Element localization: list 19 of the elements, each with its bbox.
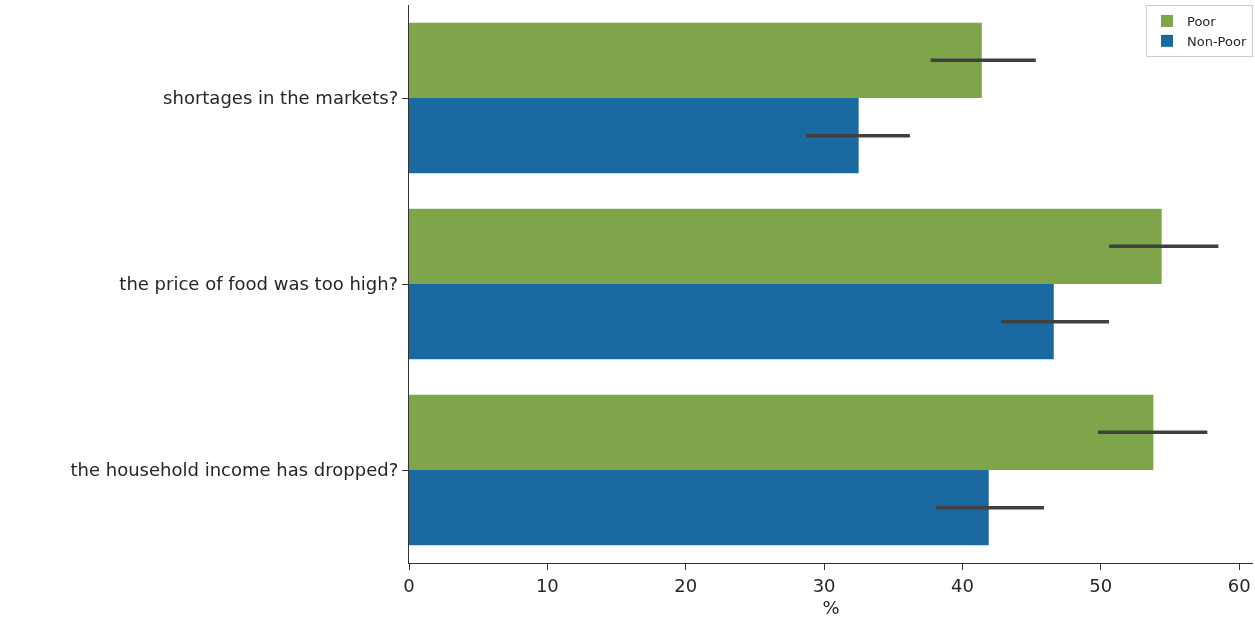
x-tick-label: 10 [535, 574, 559, 596]
x-tick-label: 0 [403, 574, 415, 596]
bar [409, 470, 989, 546]
legend-label: Poor [1187, 14, 1217, 30]
bar [409, 22, 982, 98]
x-tick-label: 30 [812, 574, 836, 596]
x-axis-title: % [822, 596, 840, 618]
y-tick-label: shortages in the markets? [163, 87, 399, 109]
x-tick-label: 60 [1227, 574, 1251, 596]
x-tick-label: 40 [950, 574, 974, 596]
bar [409, 284, 1054, 360]
bar [409, 394, 1154, 470]
legend-label: Non-Poor [1187, 33, 1247, 49]
x-tick-label: 50 [1089, 574, 1113, 596]
y-tick-label: the household income has dropped? [70, 459, 399, 481]
bar [409, 98, 859, 174]
y-tick-label: the price of food was too high? [119, 273, 399, 295]
bar [409, 208, 1162, 284]
x-tick-label: 20 [674, 574, 698, 596]
